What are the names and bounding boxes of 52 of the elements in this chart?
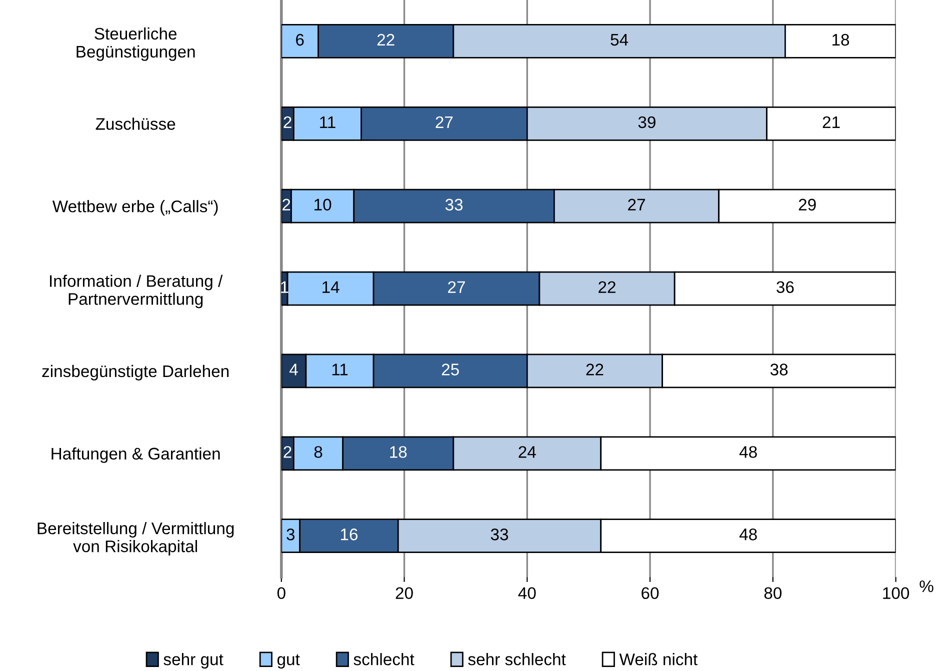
data-label: 38 (770, 364, 788, 376)
x-tick-label: 100 (883, 587, 910, 600)
data-label: 11 (320, 116, 336, 128)
data-label: 2 (282, 198, 290, 210)
x-tick-label: 80 (764, 587, 782, 600)
data-label: 14 (322, 281, 340, 293)
data-label: 29 (798, 198, 816, 211)
data-label: 2 (284, 446, 292, 458)
x-tick-label: 60 (642, 587, 659, 600)
y-tick-label: Wettbew erbe („Calls“) (52, 200, 218, 216)
data-label: 24 (518, 446, 536, 458)
y-tick-label: Information / Beratung / Partnervermittlung (50, 274, 223, 308)
legend-label: schlecht (354, 653, 414, 666)
data-label: 10 (314, 198, 332, 211)
legend-label: sehr schlecht (468, 653, 566, 666)
data-label: 48 (739, 528, 757, 540)
data-label: 6 (296, 34, 304, 46)
data-label: 18 (832, 34, 850, 46)
x-tick-label: 40 (518, 587, 536, 600)
data-label: 11 (332, 364, 348, 376)
data-label: 54 (610, 34, 628, 46)
legend-label: sehr gut (164, 653, 224, 669)
data-label: 27 (448, 281, 465, 293)
legend-label: gut (277, 654, 300, 669)
data-label: 1 (281, 281, 288, 293)
x-tick-label: 0 (277, 587, 286, 600)
data-label: 21 (822, 116, 840, 128)
y-tick-label: Steuerliche Begünstigungen (76, 27, 195, 61)
data-label: 33 (490, 528, 508, 540)
data-label: 2 (284, 116, 292, 128)
data-label: 33 (445, 198, 463, 211)
y-tick-label: Haftungen & Garantien (52, 447, 220, 463)
legend-label: Weiß nicht (619, 653, 698, 666)
data-label: 22 (598, 281, 616, 293)
y-tick-label: Zuschüsse (96, 118, 176, 130)
data-label: 25 (442, 364, 459, 376)
data-label: 3 (286, 528, 295, 540)
x-tick-label: 20 (396, 587, 413, 600)
x-axis-title: % (920, 580, 934, 592)
data-label: 36 (776, 281, 794, 294)
data-label: 22 (377, 34, 394, 46)
y-tick-label: zinsbegünstigte Darlehen (42, 364, 229, 380)
data-label: 27 (436, 116, 453, 128)
data-label: 39 (638, 116, 656, 128)
data-label: 4 (289, 364, 298, 376)
data-label: 8 (314, 446, 322, 458)
data-label: 48 (739, 446, 757, 458)
data-label: 22 (586, 364, 604, 376)
data-label: 27 (628, 198, 645, 210)
data-label: 18 (390, 446, 407, 458)
data-label: 16 (340, 528, 358, 540)
y-tick-label: Bereitstellung / Vermittlung von Risikokapital (38, 522, 234, 556)
